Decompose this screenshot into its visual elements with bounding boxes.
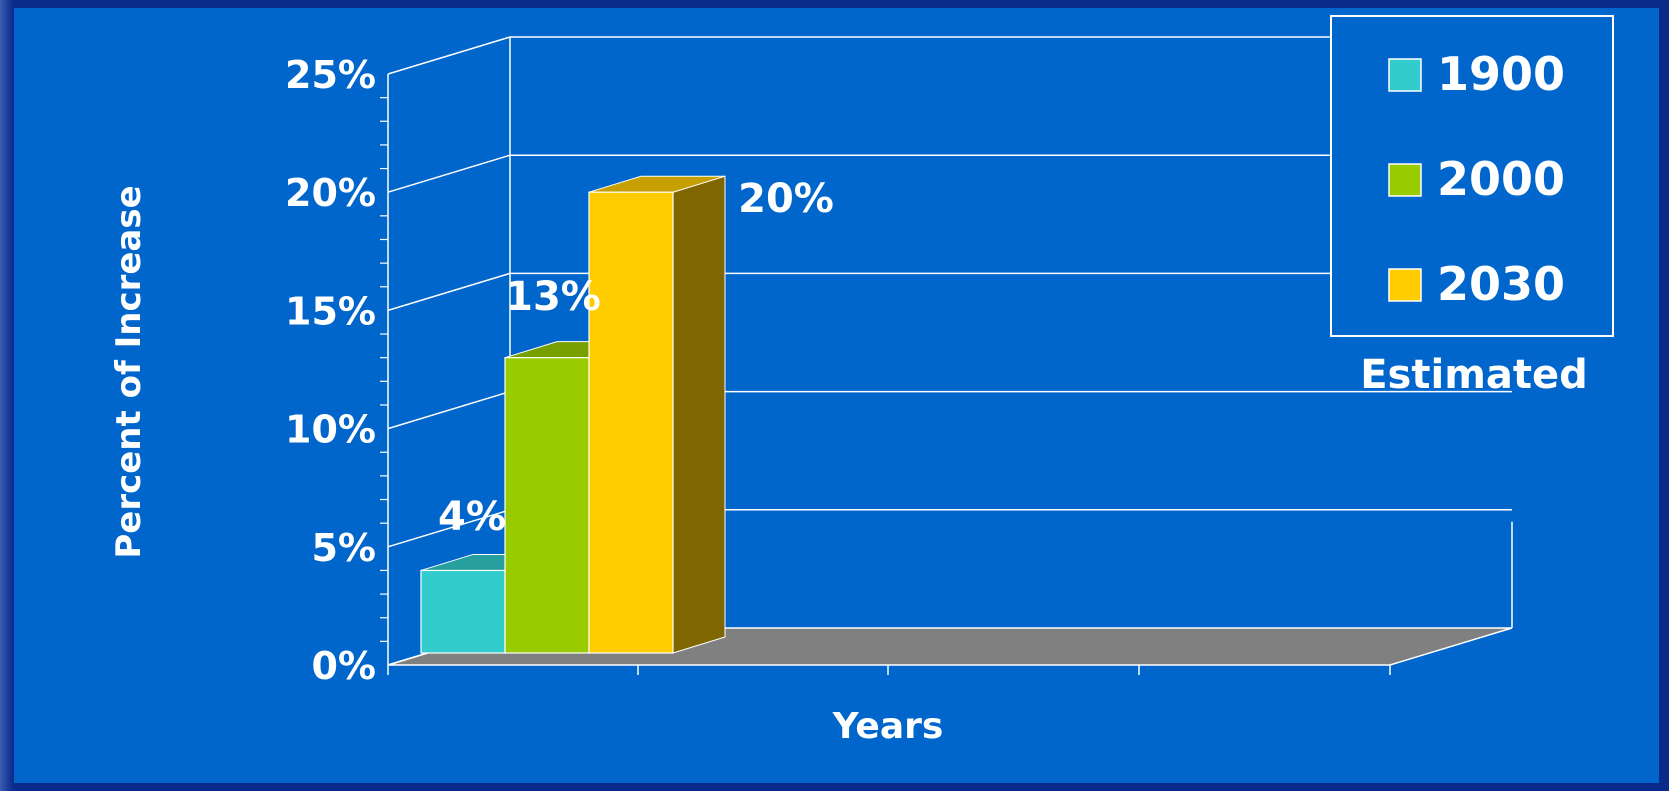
legend-swatch-1900 (1388, 58, 1422, 92)
side-wall-gridline (387, 390, 511, 430)
data-label-2030: 20% (738, 176, 834, 222)
legend-label-2030: 2030 (1437, 257, 1565, 311)
bar-front-face (504, 357, 590, 654)
y-tick-label: 5% (311, 526, 376, 570)
y-tick-label: 15% (285, 289, 376, 333)
legend-swatch-2000 (1388, 163, 1422, 197)
bar-side-face (672, 175, 726, 654)
y-tick-label: 20% (285, 171, 376, 215)
side-wall-gridline (387, 509, 511, 548)
side-wall-gridline (387, 154, 511, 193)
side-wall-gridline (387, 36, 511, 75)
data-label-2000: 13% (505, 274, 601, 320)
y-axis-title: Percent of Increase (109, 185, 149, 558)
bar-2030 (588, 175, 726, 654)
chart-legend: 1900 2000 2030 (1330, 15, 1614, 337)
y-tick-label: 0% (311, 644, 376, 688)
legend-label-1900: 1900 (1437, 47, 1565, 101)
bar-front-face (588, 191, 674, 654)
chart-data-labels: 4% 13% 20% (438, 176, 834, 540)
legend-box (1330, 15, 1614, 337)
bar-front-face (420, 569, 506, 654)
estimated-annotation: Estimated (1360, 352, 1588, 398)
legend-label-2000: 2000 (1437, 152, 1565, 206)
chart-bars (420, 175, 726, 654)
data-label-1900: 4% (438, 494, 506, 540)
y-tick-label: 10% (285, 408, 376, 452)
y-tick-label: 25% (285, 53, 376, 97)
x-axis-title: Years (832, 706, 944, 747)
chart-axes: 0% 5% 10% 15% 20% 25% (285, 53, 1391, 688)
legend-swatch-2030 (1388, 268, 1422, 302)
side-wall-gridline (387, 272, 511, 312)
